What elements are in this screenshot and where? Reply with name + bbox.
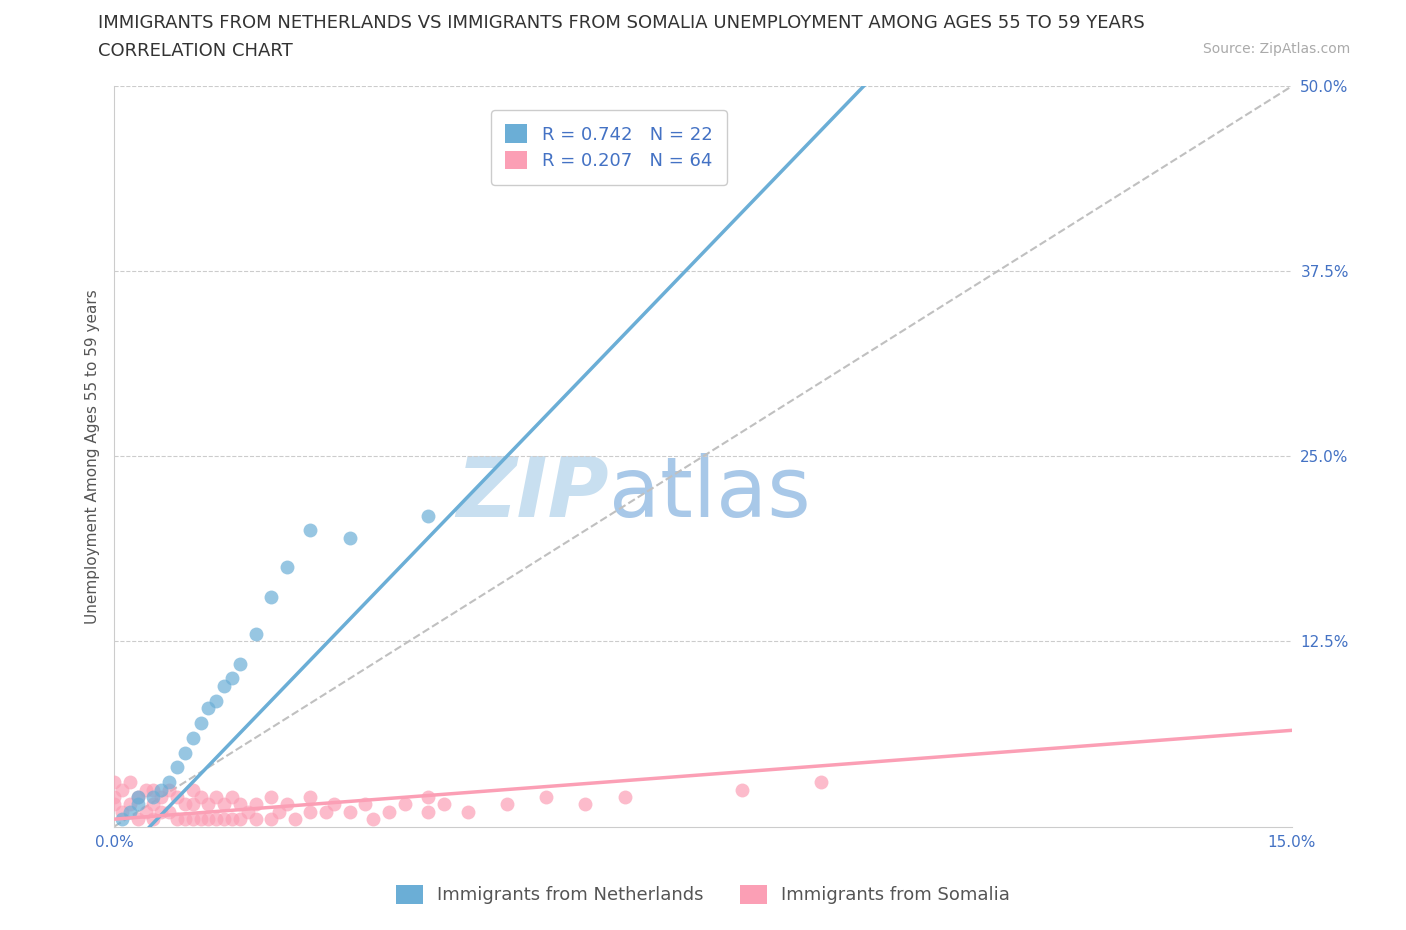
Legend: Immigrants from Netherlands, Immigrants from Somalia: Immigrants from Netherlands, Immigrants … [388,878,1018,911]
Point [363,812,385,827]
Point [260,590,283,604]
Point [205,693,228,708]
Point [260,812,283,827]
Point [127,797,149,812]
Point [339,530,361,545]
Point [457,804,479,819]
Point [181,730,204,745]
Point [418,508,440,523]
Point [166,790,188,804]
Point [212,812,235,827]
Point [229,797,252,812]
Point [135,782,157,797]
Point [103,790,125,804]
Point [103,797,125,812]
Point [810,775,832,790]
Point [142,797,165,812]
Point [173,745,195,760]
Point [127,812,149,827]
Point [394,797,416,812]
Point [534,790,557,804]
Point [378,804,401,819]
Point [260,790,283,804]
Text: Source: ZipAtlas.com: Source: ZipAtlas.com [1202,42,1350,56]
Point [613,790,636,804]
Point [111,812,134,827]
Point [135,804,157,819]
Point [221,790,243,804]
Point [731,782,754,797]
Point [205,790,228,804]
Point [245,797,267,812]
Point [323,797,346,812]
Point [166,760,188,775]
Text: CORRELATION CHART: CORRELATION CHART [98,42,294,60]
Point [221,812,243,827]
Point [150,782,173,797]
Point [495,797,517,812]
Legend: R = 0.742   N = 22, R = 0.207   N = 64: R = 0.742 N = 22, R = 0.207 N = 64 [491,110,727,185]
Point [111,804,134,819]
Point [276,560,298,575]
Point [181,812,204,827]
Point [142,782,165,797]
Point [197,812,219,827]
Point [157,804,180,819]
Point [127,790,149,804]
Point [418,790,440,804]
Point [236,804,259,819]
Point [190,790,212,804]
Point [197,797,219,812]
Point [229,657,252,671]
Point [433,797,456,812]
Point [276,797,298,812]
Point [245,812,267,827]
Point [103,775,125,790]
Point [205,812,228,827]
Point [212,679,235,694]
Point [118,775,141,790]
Point [418,804,440,819]
Point [150,790,173,804]
Text: atlas: atlas [609,453,811,534]
Point [212,797,235,812]
Point [157,775,180,790]
Point [315,804,337,819]
Point [166,812,188,827]
Point [157,782,180,797]
Point [299,790,322,804]
Point [181,782,204,797]
Point [299,523,322,538]
Text: IMMIGRANTS FROM NETHERLANDS VS IMMIGRANTS FROM SOMALIA UNEMPLOYMENT AMONG AGES 5: IMMIGRANTS FROM NETHERLANDS VS IMMIGRANT… [98,14,1144,32]
Point [229,812,252,827]
Point [111,782,134,797]
Point [173,797,195,812]
Text: ZIP: ZIP [456,453,609,534]
Point [150,804,173,819]
Point [574,797,596,812]
Y-axis label: Unemployment Among Ages 55 to 59 years: Unemployment Among Ages 55 to 59 years [86,289,100,624]
Point [284,812,307,827]
Point [245,627,267,642]
Point [118,804,141,819]
Point [173,812,195,827]
Point [190,715,212,730]
Point [142,812,165,827]
Point [267,804,290,819]
Point [118,797,141,812]
Point [299,804,322,819]
Point [181,797,204,812]
Point [221,671,243,686]
Point [127,790,149,804]
Point [354,797,377,812]
Point [339,804,361,819]
Point [142,790,165,804]
Point [197,700,219,715]
Point [190,812,212,827]
